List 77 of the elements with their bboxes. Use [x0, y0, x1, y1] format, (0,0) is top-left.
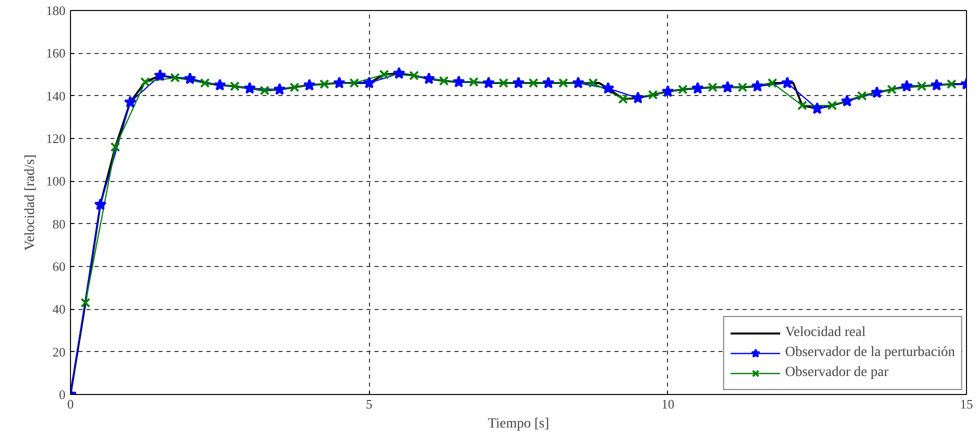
point	[691, 82, 704, 94]
point	[648, 90, 658, 100]
point	[409, 70, 419, 80]
point	[708, 82, 718, 92]
x-tick-label: 15	[960, 396, 973, 412]
legend-label: Velocidad real	[785, 325, 866, 341]
point	[333, 76, 346, 88]
point	[618, 94, 628, 104]
point	[349, 78, 360, 88]
point	[273, 82, 286, 95]
point	[840, 94, 854, 107]
y-tick-label: 0	[59, 387, 66, 402]
point	[738, 82, 748, 92]
point	[751, 80, 764, 92]
y-tick-label: 180	[46, 3, 66, 18]
point	[468, 77, 479, 87]
legend-label: Observador de la perturbación	[785, 345, 955, 361]
point	[94, 198, 107, 210]
point	[558, 78, 568, 88]
point	[602, 82, 614, 94]
point	[243, 82, 256, 94]
point	[319, 79, 330, 89]
point	[827, 100, 837, 110]
point	[767, 78, 778, 88]
point	[588, 78, 598, 88]
point	[290, 82, 300, 92]
point	[810, 102, 824, 114]
y-tick-label: 120	[46, 131, 66, 146]
point	[662, 85, 674, 98]
point	[632, 91, 644, 104]
point	[498, 78, 508, 88]
y-tick-label: 80	[52, 216, 66, 232]
point	[857, 90, 867, 101]
point	[214, 78, 226, 91]
point	[886, 84, 897, 94]
point	[303, 78, 316, 91]
x-tick-label: 10	[661, 396, 674, 412]
point	[781, 76, 794, 88]
point	[379, 70, 389, 80]
point	[170, 72, 180, 83]
point	[422, 72, 436, 84]
point	[200, 78, 210, 88]
point	[900, 80, 913, 92]
point	[452, 75, 465, 88]
legend-label: Observador de par	[785, 365, 889, 381]
y-tick-label: 100	[46, 174, 66, 189]
point	[482, 76, 495, 88]
point	[678, 84, 688, 94]
point	[542, 76, 555, 88]
point	[392, 66, 406, 79]
y-tick-label: 160	[46, 46, 66, 61]
y-tick-label: 140	[46, 88, 66, 104]
point	[930, 78, 943, 91]
point	[124, 96, 136, 108]
point	[438, 76, 449, 86]
x-axis-title: Tiempo [s]	[488, 416, 550, 432]
point	[916, 81, 927, 92]
y-tick-label: 40	[52, 302, 66, 317]
point	[512, 76, 525, 88]
point	[528, 78, 538, 88]
point	[230, 81, 240, 92]
point	[110, 142, 120, 152]
point	[80, 298, 90, 308]
point	[721, 80, 734, 93]
y-tick-label: 60	[52, 259, 66, 274]
point	[260, 86, 270, 96]
point	[946, 79, 956, 89]
point	[362, 76, 376, 88]
point	[797, 100, 808, 110]
point	[184, 72, 196, 84]
point	[154, 69, 166, 82]
point	[140, 77, 150, 87]
point	[572, 76, 584, 88]
x-tick-label: 5	[366, 396, 372, 412]
y-tick-label: 20	[52, 344, 66, 360]
point	[870, 86, 884, 98]
y-axis-title: Velocidad [rad/s]	[23, 154, 38, 251]
